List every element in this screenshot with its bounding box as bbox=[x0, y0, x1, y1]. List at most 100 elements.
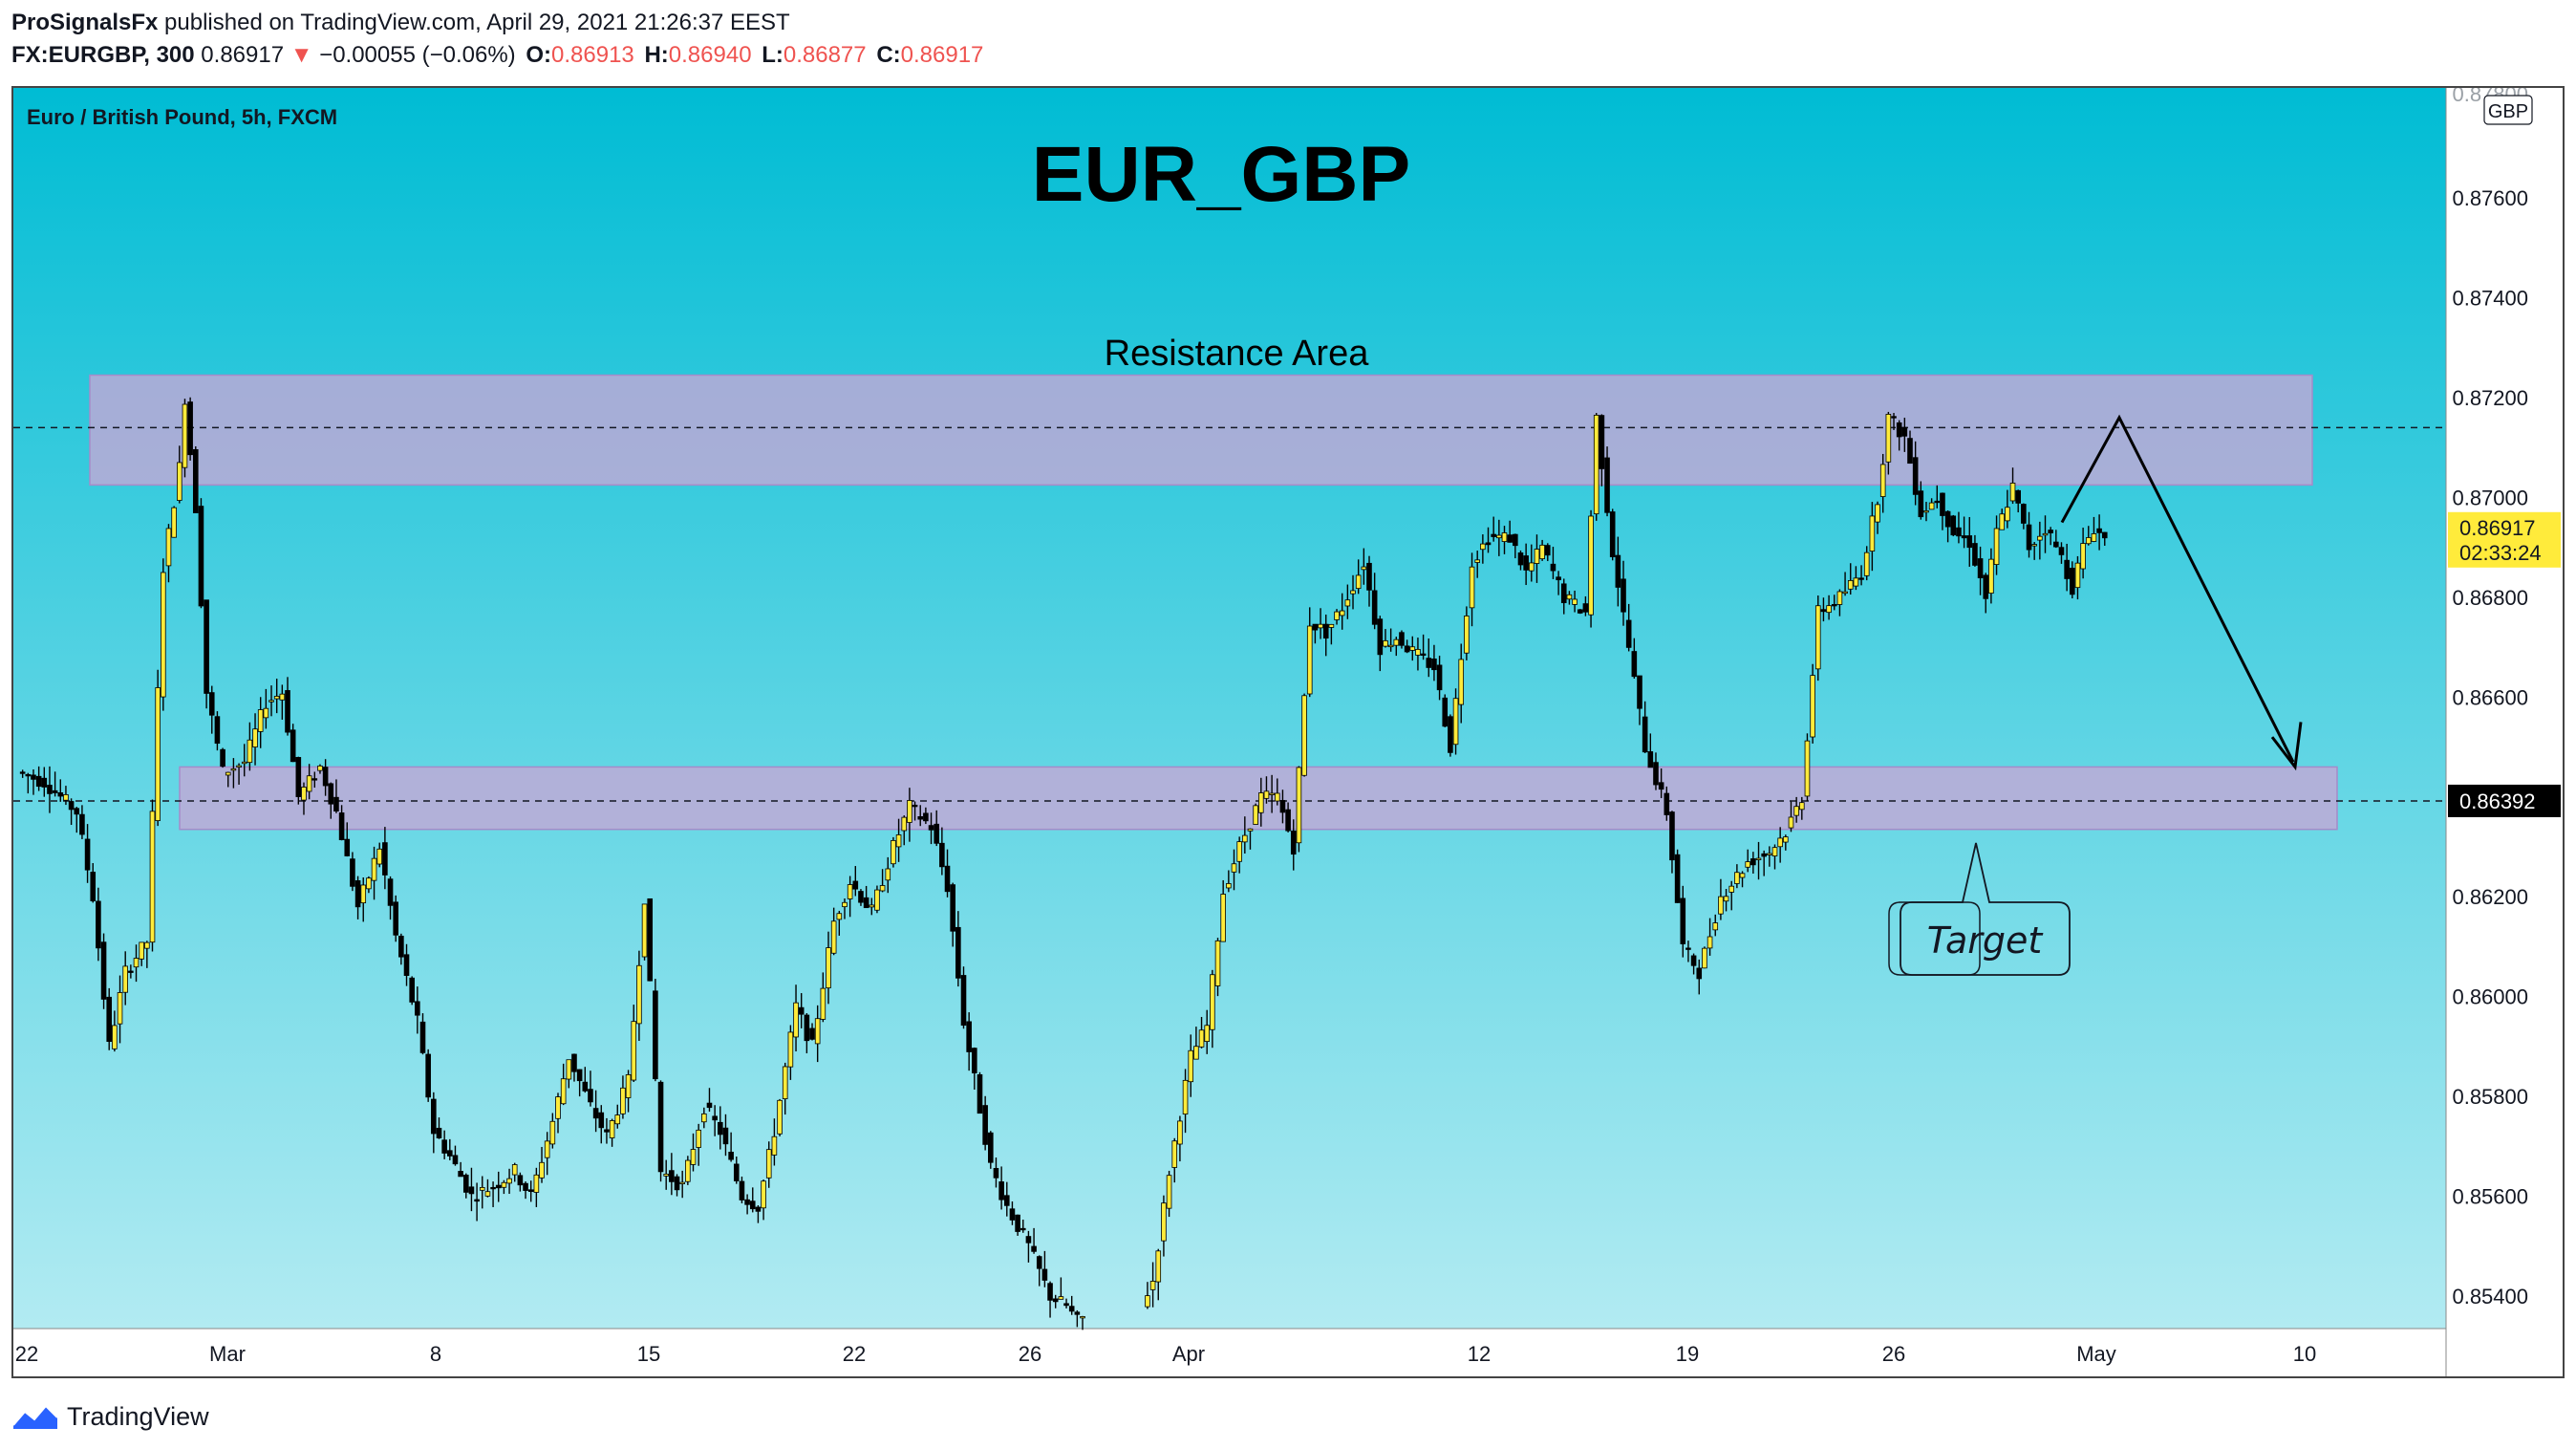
candle bbox=[1361, 548, 1367, 585]
bear-candle-body bbox=[1507, 534, 1513, 543]
candle bbox=[895, 818, 902, 862]
bear-candle-body bbox=[1977, 558, 1984, 578]
bear-candle-body bbox=[84, 838, 91, 871]
time-tick-label: Mar bbox=[209, 1342, 246, 1366]
open-value: 0.86913 bbox=[551, 42, 634, 68]
candle bbox=[1664, 786, 1670, 821]
currency-label: GBP bbox=[2488, 101, 2528, 122]
bull-candle-body bbox=[1534, 549, 1540, 564]
candle bbox=[755, 1205, 762, 1223]
currency-badge[interactable] bbox=[2483, 95, 2533, 125]
candle bbox=[1534, 534, 1540, 583]
bull-candle-body bbox=[560, 1078, 567, 1105]
bull-candle-body bbox=[1355, 574, 1362, 590]
bull-candle-body bbox=[171, 507, 177, 538]
candle bbox=[1615, 536, 1621, 607]
candle bbox=[192, 445, 199, 513]
candle bbox=[415, 986, 420, 1034]
candle bbox=[376, 842, 383, 868]
bull-candle-body bbox=[842, 901, 848, 908]
bull-candle-body bbox=[631, 1021, 637, 1081]
candle bbox=[2042, 515, 2049, 553]
bull-candle-body bbox=[360, 884, 367, 904]
bear-candle-body bbox=[1436, 664, 1443, 691]
candle bbox=[1556, 571, 1561, 595]
candle bbox=[1934, 485, 1941, 508]
candle bbox=[1869, 502, 1876, 572]
candle bbox=[1409, 636, 1416, 661]
candle bbox=[1739, 871, 1746, 888]
bear-candle-body bbox=[35, 775, 42, 788]
tradingview-logo[interactable]: TradingView bbox=[11, 1395, 209, 1438]
candle bbox=[79, 805, 85, 839]
price-axis[interactable] bbox=[2446, 88, 2563, 1376]
bear-candle-body bbox=[1015, 1214, 1020, 1232]
candle bbox=[1539, 539, 1545, 561]
bull-candle-body bbox=[182, 403, 188, 468]
projection-arrowhead bbox=[2270, 722, 2303, 771]
candle bbox=[1999, 508, 2006, 530]
publisher-name[interactable]: ProSignalsFx bbox=[11, 10, 159, 35]
candle bbox=[826, 931, 831, 1005]
bull-candle-body bbox=[257, 709, 264, 732]
candle bbox=[571, 1053, 577, 1082]
bear-candle-body bbox=[1690, 955, 1697, 966]
bull-candle-body bbox=[376, 848, 383, 865]
candle bbox=[598, 1105, 605, 1144]
bear-candle-body bbox=[993, 1168, 999, 1179]
bear-candle-body bbox=[1074, 1311, 1081, 1315]
bear-candle-body bbox=[733, 1163, 740, 1181]
candle bbox=[1318, 608, 1323, 639]
bull-candle-body bbox=[1334, 611, 1340, 620]
bear-candle-body bbox=[382, 842, 388, 876]
bull-candle-body bbox=[1804, 740, 1811, 797]
bull-candle-body bbox=[685, 1159, 691, 1182]
bear-candle-body bbox=[966, 1021, 972, 1052]
candle bbox=[793, 984, 799, 1052]
bear-candle-body bbox=[1485, 542, 1492, 546]
bear-candle-body bbox=[1426, 658, 1432, 668]
bear-candle-body bbox=[1556, 576, 1561, 581]
candle bbox=[777, 1098, 783, 1136]
bear-candle-body bbox=[192, 449, 199, 513]
candle bbox=[739, 1176, 745, 1203]
candle bbox=[1269, 774, 1275, 813]
candle bbox=[506, 1168, 512, 1195]
bear-candle-body bbox=[1940, 492, 1945, 516]
bull-candle-body bbox=[1258, 792, 1264, 813]
candle bbox=[1063, 1298, 1069, 1308]
candle bbox=[874, 885, 880, 914]
candle bbox=[1301, 693, 1307, 777]
bull-candle-body bbox=[2042, 532, 2049, 536]
candle bbox=[1814, 595, 1821, 681]
bull-candle-body bbox=[144, 941, 150, 949]
candle bbox=[560, 1063, 567, 1106]
bear-candle-body bbox=[739, 1180, 745, 1200]
candle bbox=[90, 863, 97, 903]
bear-candle-body bbox=[2021, 504, 2027, 524]
candle bbox=[354, 876, 361, 919]
price-tick-label: 0.86000 bbox=[2452, 985, 2528, 1009]
bull-candle-body bbox=[1999, 513, 2006, 530]
price-chart[interactable]: 0.87600 0.87400 0.87200 0.87000 0.86800 0.866… bbox=[13, 88, 2563, 1376]
bear-candle-body bbox=[328, 783, 334, 805]
bull-candle-body bbox=[1879, 464, 1886, 497]
candle bbox=[139, 941, 144, 966]
candle bbox=[782, 1062, 788, 1115]
price-tick-label: 0.86600 bbox=[2452, 685, 2528, 709]
bear-candle-body bbox=[1020, 1227, 1026, 1231]
candle bbox=[1068, 1295, 1075, 1315]
candle bbox=[950, 882, 955, 947]
candle bbox=[41, 767, 48, 797]
candle bbox=[501, 1179, 507, 1195]
candle bbox=[977, 1071, 983, 1114]
low-label: L: bbox=[762, 42, 784, 68]
candle bbox=[252, 713, 258, 766]
bear-candle-body bbox=[1637, 675, 1642, 709]
candle bbox=[1944, 509, 1951, 543]
candle bbox=[1204, 1009, 1211, 1054]
time-axis[interactable] bbox=[13, 1329, 2446, 1376]
bull-candle-body bbox=[225, 771, 231, 776]
candle bbox=[1009, 1201, 1016, 1225]
time-tick-label: 8 bbox=[430, 1342, 441, 1366]
